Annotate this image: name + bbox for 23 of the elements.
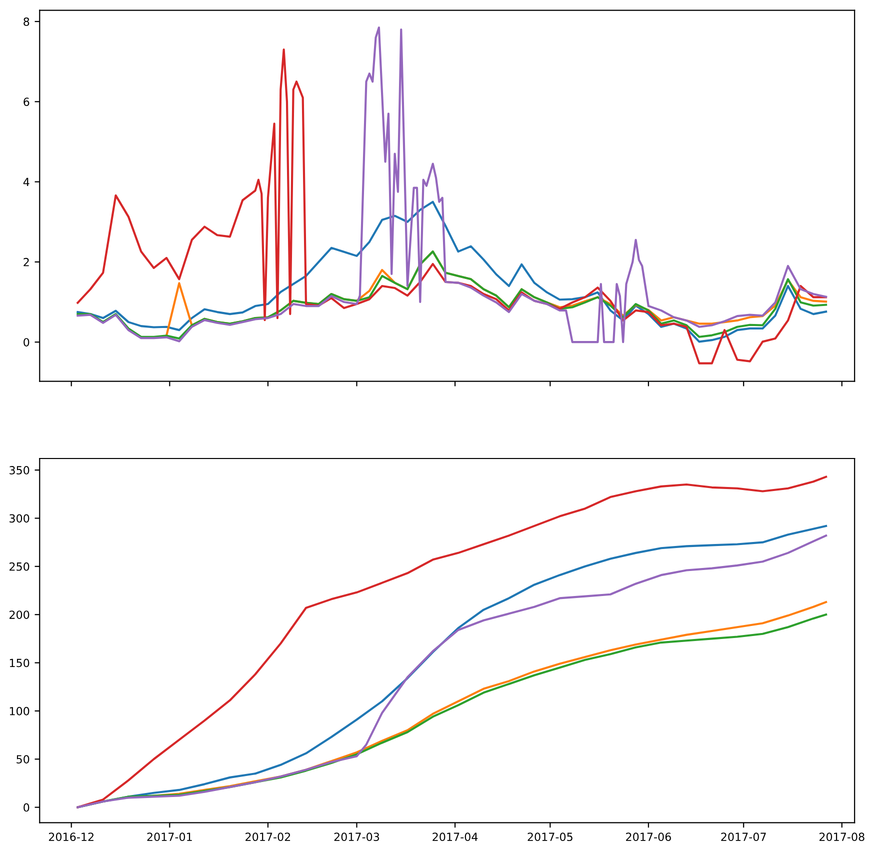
y-tick-label: 200 — [10, 610, 30, 619]
y-tick-label: 2 — [24, 258, 29, 266]
x-tick-label: 2017-02 — [246, 832, 290, 842]
x-tick-label: 2017-05 — [528, 832, 572, 842]
x-tick-label: 2017-03 — [334, 832, 380, 842]
y-tick-label: 4 — [23, 178, 30, 186]
y-tick-label: 300 — [10, 514, 30, 523]
y-tick-label: 8 — [24, 17, 30, 26]
y-tick-label: 150 — [10, 658, 30, 668]
x-tick-label: 2017-06 — [626, 832, 671, 842]
y-tick-label: 350 — [10, 466, 30, 474]
y-tick-label: 50 — [16, 755, 30, 764]
y-tick-label: 250 — [10, 562, 30, 571]
line-series — [76, 200, 828, 343]
x-tick-label: 2017-04 — [432, 832, 478, 842]
y-tick-label: 0 — [24, 338, 30, 346]
y-tick-label: 0 — [24, 803, 30, 812]
y-tick-label: 100 — [10, 706, 30, 716]
x-tick-label: 2017-01 — [147, 832, 192, 842]
x-tick-label: 2016-12 — [48, 832, 94, 842]
x-tick-label: 2017-08 — [819, 832, 864, 842]
y-tick-label: 6 — [24, 98, 30, 106]
x-tick-label: 2017-07 — [721, 832, 766, 842]
